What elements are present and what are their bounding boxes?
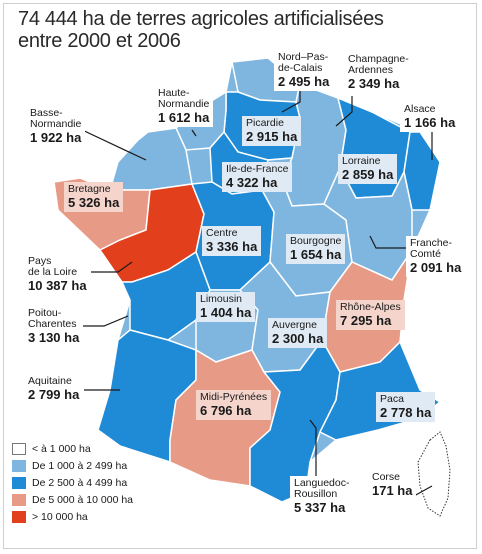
label-languedoc: Languedoc- Rousillon 5 337 ha bbox=[290, 476, 354, 517]
label-nord: Nord–Pas- de-Calais 2 495 ha bbox=[274, 50, 334, 91]
label-lorraine: Lorraine 2 859 ha bbox=[338, 154, 398, 184]
label-auvergne-name: Auvergne bbox=[272, 319, 317, 331]
label-limousin: Limousin 1 404 ha bbox=[196, 292, 256, 322]
label-corse-name: Corse bbox=[372, 471, 401, 483]
region-basse-normandie bbox=[109, 127, 193, 191]
label-poitou-name: Poitou- Charentes bbox=[28, 307, 77, 330]
label-nord-name: Nord–Pas- de-Calais bbox=[278, 51, 329, 74]
leader-haute-normandie bbox=[191, 129, 197, 137]
label-bourgogne-value: 1 654 ha bbox=[290, 247, 342, 262]
legend-label-2: De 1 000 à 2 499 ha bbox=[32, 459, 128, 472]
label-lorraine-name: Lorraine bbox=[342, 155, 381, 167]
label-languedoc-name: Languedoc- Rousillon bbox=[294, 477, 350, 500]
leader-poitou bbox=[74, 315, 129, 327]
label-champagne-name: Champagne- Ardennes bbox=[348, 53, 409, 76]
label-midi-pyrenees-name: Midi-Pyrénées bbox=[200, 391, 268, 403]
legend-item-5: > 10 000 ha bbox=[12, 508, 133, 525]
title-line-1: 74 444 ha de terres agricoles artificial… bbox=[18, 8, 384, 30]
label-paca-value: 2 778 ha bbox=[380, 405, 432, 420]
label-champagne-value: 2 349 ha bbox=[348, 76, 400, 91]
label-bourgogne-name: Bourgogne bbox=[290, 235, 342, 247]
label-haute-normandie-name: Haute- Normandie bbox=[158, 87, 210, 110]
label-idf-value: 4 322 ha bbox=[226, 175, 278, 190]
label-picardie: Picardie 2 915 ha bbox=[242, 116, 302, 146]
leader-pays-loire bbox=[82, 261, 133, 273]
leader-languedoc bbox=[309, 419, 317, 478]
label-alsace: Alsace 1 166 ha bbox=[400, 102, 460, 132]
legend-swatch-1 bbox=[12, 442, 26, 455]
label-languedoc-value: 5 337 ha bbox=[294, 500, 346, 515]
legend-label-3: De 2 500 à 4 499 ha bbox=[32, 476, 128, 489]
label-poitou: Poitou- Charentes 3 130 ha bbox=[24, 306, 84, 347]
legend-label-5: > 10 000 ha bbox=[32, 510, 88, 523]
label-bretagne: Bretagne 5 326 ha bbox=[64, 182, 124, 212]
label-auvergne: Auvergne 2 300 ha bbox=[268, 318, 328, 348]
label-basse-normandie-name: Basse- Normandie bbox=[30, 107, 82, 130]
region-franche-comte bbox=[323, 166, 413, 281]
label-haute-normandie-value: 1 612 ha bbox=[158, 110, 210, 125]
legend-label-1: < à 1 000 ha bbox=[32, 442, 91, 455]
legend-swatch-5 bbox=[12, 510, 26, 523]
leader-corse bbox=[413, 485, 433, 497]
legend-swatch-2 bbox=[12, 459, 26, 472]
label-midi-pyrenees: Midi-Pyrénées 6 796 ha bbox=[196, 390, 272, 420]
label-pays-loire-value: 10 387 ha bbox=[28, 278, 87, 293]
label-pays-loire: Pays de la Loire 10 387 ha bbox=[24, 254, 91, 295]
legend-swatch-3 bbox=[12, 476, 26, 489]
label-centre-value: 3 336 ha bbox=[206, 239, 258, 254]
label-bretagne-value: 5 326 ha bbox=[68, 195, 120, 210]
label-paca-name: Paca bbox=[380, 393, 404, 405]
legend-item-3: De 2 500 à 4 499 ha bbox=[12, 474, 133, 491]
label-picardie-name: Picardie bbox=[246, 117, 284, 129]
legend-label-4: De 5 000 à 10 000 ha bbox=[32, 493, 134, 506]
label-bourgogne: Bourgogne 1 654 ha bbox=[286, 234, 346, 264]
map-title: 74 444 ha de terres agricoles artificial… bbox=[18, 8, 384, 52]
label-basse-normandie-value: 1 922 ha bbox=[30, 130, 82, 145]
label-auvergne-value: 2 300 ha bbox=[272, 331, 324, 346]
label-aquitaine-name: Aquitaine bbox=[28, 375, 72, 387]
legend-item-4: De 5 000 à 10 000 ha bbox=[12, 491, 133, 508]
title-line-2: entre 2000 et 2006 bbox=[18, 30, 181, 52]
region-corse bbox=[417, 431, 451, 517]
label-haute-normandie: Haute- Normandie 1 612 ha bbox=[154, 86, 214, 127]
label-centre: Centre 3 336 ha bbox=[202, 226, 262, 256]
label-alsace-value: 1 166 ha bbox=[404, 115, 456, 130]
label-picardie-value: 2 915 ha bbox=[246, 129, 298, 144]
label-corse: Corse 171 ha bbox=[368, 470, 417, 500]
label-basse-normandie: Basse- Normandie 1 922 ha bbox=[26, 106, 86, 147]
legend-swatch-4 bbox=[12, 493, 26, 506]
label-limousin-value: 1 404 ha bbox=[200, 305, 252, 320]
leader-franche-comte bbox=[369, 235, 406, 249]
label-centre-name: Centre bbox=[206, 227, 238, 239]
legend-item-2: De 1 000 à 2 499 ha bbox=[12, 457, 133, 474]
label-corse-value: 171 ha bbox=[372, 483, 413, 498]
label-franche-comte-name: Franche- Comté bbox=[410, 237, 453, 260]
label-paca: Paca 2 778 ha bbox=[376, 392, 436, 422]
label-idf: Ile-de-France 4 322 ha bbox=[222, 162, 293, 192]
label-midi-pyrenees-value: 6 796 ha bbox=[200, 403, 252, 418]
legend-item-1: < à 1 000 ha bbox=[12, 440, 133, 457]
legend: < à 1 000 ha De 1 000 à 2 499 ha De 2 50… bbox=[12, 440, 133, 525]
figure-frame bbox=[3, 3, 477, 549]
label-alsace-name: Alsace bbox=[404, 103, 436, 115]
leader-champagne bbox=[335, 96, 353, 127]
leader-basse-normandie bbox=[77, 127, 147, 161]
label-rhone-alpes: Rhône-Alpes 7 295 ha bbox=[336, 300, 405, 330]
label-limousin-name: Limousin bbox=[200, 293, 243, 305]
label-bretagne-name: Bretagne bbox=[68, 183, 111, 195]
label-franche-comte: Franche- Comté 2 091 ha bbox=[406, 236, 466, 277]
label-aquitaine: Aquitaine 2 799 ha bbox=[24, 374, 84, 404]
label-idf-name: Ile-de-France bbox=[226, 163, 289, 175]
label-aquitaine-value: 2 799 ha bbox=[28, 387, 80, 402]
label-franche-comte-value: 2 091 ha bbox=[410, 260, 462, 275]
label-champagne: Champagne- Ardennes 2 349 ha bbox=[344, 52, 413, 93]
label-lorraine-value: 2 859 ha bbox=[342, 167, 394, 182]
label-nord-value: 2 495 ha bbox=[278, 74, 330, 89]
label-pays-loire-name: Pays de la Loire bbox=[28, 255, 78, 278]
label-poitou-value: 3 130 ha bbox=[28, 330, 80, 345]
label-rhone-alpes-name: Rhône-Alpes bbox=[340, 301, 401, 313]
label-rhone-alpes-value: 7 295 ha bbox=[340, 313, 392, 328]
